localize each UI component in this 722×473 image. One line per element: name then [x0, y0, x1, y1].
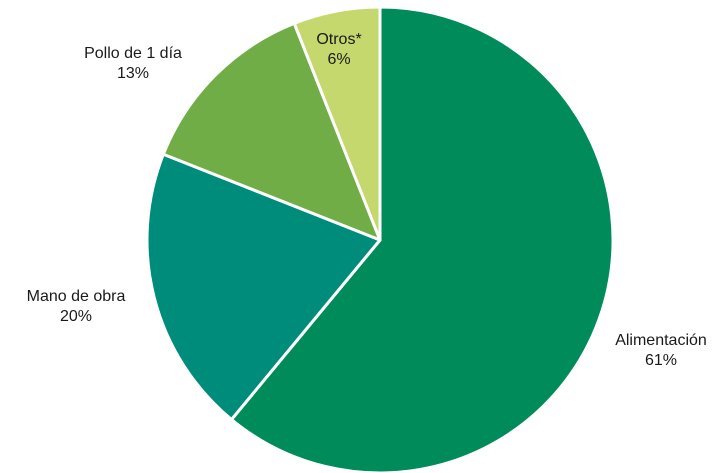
slice-label-alimentacion-name: Alimentación: [615, 332, 707, 349]
slice-label-mano-de-obra-name: Mano de obra: [26, 288, 126, 305]
slice-label-pollo-de-1-dia-name: Pollo de 1 día: [84, 45, 182, 62]
slice-label-otros-value: 6%: [327, 51, 351, 68]
slice-label-otros-name: Otros*: [316, 31, 362, 48]
pie-slice-alimentacion: [229, 5, 615, 473]
pie-slices: [145, 5, 615, 473]
slice-label-alimentacion: Alimentación 61%: [600, 331, 722, 371]
slice-label-otros: Otros* 6%: [302, 30, 376, 70]
slice-label-pollo-de-1-dia: Pollo de 1 día 13%: [58, 44, 208, 84]
slice-label-mano-de-obra-value: 20%: [59, 308, 93, 325]
pie-slice-mano-de-obra: [145, 152, 382, 422]
pie-slice-pollo-de-1-dia: [161, 21, 382, 242]
slice-label-alimentacion-value: 61%: [644, 352, 678, 369]
slice-label-pollo-de-1-dia-value: 13%: [116, 65, 150, 82]
pie-slice-otros: [292, 5, 382, 242]
slice-label-mano-de-obra: Mano de obra 20%: [4, 287, 148, 327]
